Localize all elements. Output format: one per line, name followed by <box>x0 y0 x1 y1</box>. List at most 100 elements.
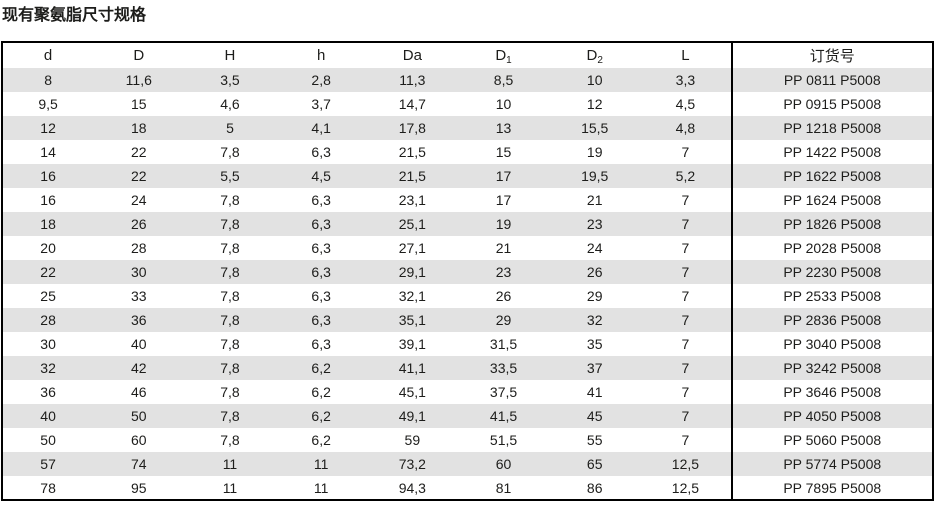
cell-h-lower: 4,1 <box>311 120 331 136</box>
cell-h-lower: 4,5 <box>311 168 331 184</box>
cell-order-number: PP 1826 P5008 <box>730 212 933 236</box>
cell-h-upper: 7,8 <box>220 408 240 424</box>
cell-d-lower: 28 <box>40 312 56 328</box>
cell-d-upper: 33 <box>130 288 147 304</box>
cell-l: 5,2 <box>675 168 696 184</box>
table-row: 78 95 11 11 94,3 81 86 12,5 PP 7895 P5008 <box>2 476 933 500</box>
cell-d-upper: 40 <box>130 336 147 352</box>
column-label: H <box>224 47 236 64</box>
cell-l: 7 <box>681 264 690 280</box>
cell-h-lower: 6,2 <box>311 360 331 376</box>
column-header-h-lower: h <box>275 42 367 68</box>
cell-h-lower: 6,3 <box>311 312 331 328</box>
cell-l: 3,3 <box>675 72 696 88</box>
cell-d-upper: 11,6 <box>125 72 152 88</box>
cell-d-lower: 22 <box>40 264 56 280</box>
cell-order-number: PP 2028 P5008 <box>730 236 933 260</box>
cell-d1: 81 <box>495 479 512 496</box>
table-row: 9,5 15 4,6 3,7 14,7 10 12 4,5 PP 0915 P5008 <box>2 92 933 116</box>
cell-order-number: PP 5060 P5008 <box>730 428 933 452</box>
table-row: 14 22 7,8 6,3 21,5 15 19 7 PP 1422 P5008 <box>2 140 933 164</box>
cell-d1: 60 <box>495 456 512 472</box>
cell-order-number: PP 2230 P5008 <box>730 260 933 284</box>
cell-d2: 24 <box>586 240 603 256</box>
cell-l: 7 <box>681 432 690 448</box>
cell-h-lower: 6,3 <box>311 216 331 232</box>
cell-order-number: PP 0915 P5008 <box>730 92 933 116</box>
column-label: Da <box>402 47 422 64</box>
cell-da: 25,1 <box>398 216 426 232</box>
cell-d-lower: 16 <box>40 168 56 184</box>
cell-h-upper: 5 <box>226 120 234 136</box>
cell-da: 59 <box>404 432 421 448</box>
cell-da: 21,5 <box>398 144 426 160</box>
cell-d-upper: 15 <box>130 96 147 112</box>
cell-h-lower: 11 <box>313 456 329 472</box>
cell-d-upper: 30 <box>130 264 147 280</box>
cell-h-upper: 7,8 <box>220 264 240 280</box>
table-row: 16 22 5,5 4,5 21,5 17 19,5 5,2 PP 1622 P5008 <box>2 164 933 188</box>
cell-d2: 41 <box>586 384 603 400</box>
column-label: 订货号 <box>809 48 855 65</box>
cell-d1: 23 <box>495 264 512 280</box>
cell-da: 41,1 <box>398 360 426 376</box>
cell-d2: 21 <box>586 192 603 208</box>
cell-d1: 17 <box>495 168 512 184</box>
cell-l: 7 <box>681 240 690 256</box>
cell-h-upper: 7,8 <box>220 432 240 448</box>
column-label: D <box>133 47 145 64</box>
cell-d-upper: 42 <box>130 360 147 376</box>
column-header-d-lower: d <box>2 42 94 68</box>
cell-da: 94,3 <box>398 479 426 496</box>
column-label: h <box>316 47 326 64</box>
cell-d-lower: 36 <box>40 384 56 400</box>
cell-h-upper: 4,6 <box>220 96 240 112</box>
cell-h-lower: 11 <box>313 479 329 496</box>
cell-order-number: PP 0811 P5008 <box>730 68 933 92</box>
column-header-d1: D1 <box>457 42 550 68</box>
cell-d1: 37,5 <box>489 384 518 400</box>
table-row: 25 33 7,8 6,3 32,1 26 29 7 PP 2533 P5008 <box>2 284 933 308</box>
cell-d-lower: 18 <box>40 216 56 232</box>
cell-h-lower: 6,2 <box>311 384 331 400</box>
cell-d-upper: 22 <box>130 144 147 160</box>
cell-d-upper: 18 <box>130 120 147 136</box>
table-row: 22 30 7,8 6,3 29,1 23 26 7 PP 2230 P5008 <box>2 260 933 284</box>
cell-da: 14,7 <box>398 96 426 112</box>
cell-h-upper: 7,8 <box>220 240 240 256</box>
cell-order-number: PP 2836 P5008 <box>730 308 933 332</box>
cell-l: 12,5 <box>671 456 700 472</box>
cell-l: 7 <box>681 192 690 208</box>
cell-d1: 8,5 <box>493 72 514 88</box>
cell-d2: 37 <box>586 360 603 376</box>
cell-d1: 51,5 <box>489 432 518 448</box>
cell-order-number: PP 3646 P5008 <box>730 380 933 404</box>
column-header-d-upper: D <box>93 42 185 68</box>
cell-l: 4,8 <box>675 120 696 136</box>
cell-d-lower: 9,5 <box>38 96 58 112</box>
cell-d1: 19 <box>495 216 512 232</box>
cell-d-upper: 24 <box>130 192 147 208</box>
cell-h-upper: 11 <box>222 479 238 496</box>
cell-h-lower: 6,2 <box>311 432 331 448</box>
cell-h-upper: 11 <box>222 456 238 472</box>
cell-order-number: PP 3040 P5008 <box>730 332 933 356</box>
cell-d-lower: 25 <box>40 288 56 304</box>
cell-d1: 31,5 <box>489 336 518 352</box>
cell-l: 7 <box>681 216 690 232</box>
cell-d-lower: 30 <box>40 336 56 352</box>
cell-da: 45,1 <box>398 384 426 400</box>
cell-order-number: PP 7895 P5008 <box>730 476 933 500</box>
cell-d-upper: 26 <box>130 216 147 232</box>
cell-d-upper: 46 <box>130 384 147 400</box>
table-row: 32 42 7,8 6,2 41,1 33,5 37 7 PP 3242 P5008 <box>2 356 933 380</box>
column-label-subscript: 2 <box>597 55 603 66</box>
cell-d-lower: 57 <box>40 456 56 472</box>
column-header-d2: D2 <box>549 42 641 68</box>
column-label: D <box>495 47 507 64</box>
cell-d-upper: 36 <box>130 312 147 328</box>
cell-order-number: PP 1624 P5008 <box>730 188 933 212</box>
table-row: 12 18 5 4,1 17,8 13 15,5 4,8 PP 1218 P5008 <box>2 116 933 140</box>
